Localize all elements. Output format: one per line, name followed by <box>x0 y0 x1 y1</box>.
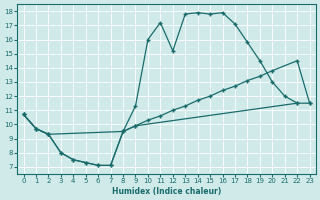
X-axis label: Humidex (Indice chaleur): Humidex (Indice chaleur) <box>112 187 221 196</box>
